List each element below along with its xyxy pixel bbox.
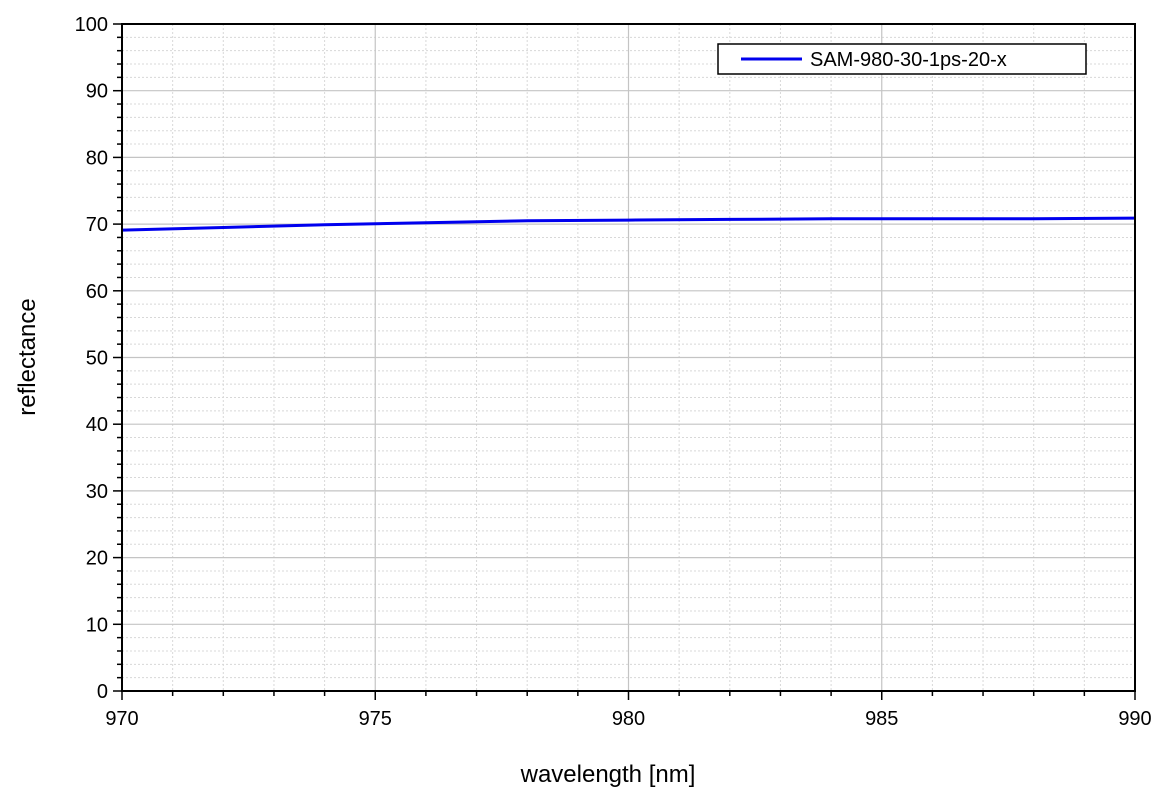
y-tick-label: 60 xyxy=(86,281,108,303)
axis-ticks xyxy=(113,23,1136,700)
x-tick-label: 985 xyxy=(865,708,898,730)
x-axis-label: wavelength [nm] xyxy=(520,761,696,788)
tick-labels: 970 975 980 985 990 0 10 20 30 40 50 60 70 80 90 100 xyxy=(75,14,1152,730)
y-tick-label: 20 xyxy=(86,548,108,570)
y-axis-label: reflectance xyxy=(14,298,41,415)
y-tick-label: 50 xyxy=(86,348,108,370)
x-tick-label: 970 xyxy=(105,708,138,730)
y-tick-label: 0 xyxy=(97,681,108,703)
y-tick-label: 90 xyxy=(86,81,108,103)
y-tick-label: 70 xyxy=(86,214,108,236)
y-tick-label: 80 xyxy=(86,147,108,169)
legend: SAM-980-30-1ps-20-x xyxy=(717,43,1087,75)
legend-label: SAM-980-30-1ps-20-x xyxy=(810,49,1007,71)
x-tick-label: 975 xyxy=(359,708,392,730)
y-tick-label: 100 xyxy=(75,14,108,36)
y-tick-label: 30 xyxy=(86,481,108,503)
x-tick-label: 990 xyxy=(1118,708,1151,730)
y-tick-label: 40 xyxy=(86,414,108,436)
series-line xyxy=(121,216,1136,232)
x-tick-label: 980 xyxy=(612,708,645,730)
y-tick-label: 10 xyxy=(86,614,108,636)
series-layer xyxy=(121,216,1136,232)
